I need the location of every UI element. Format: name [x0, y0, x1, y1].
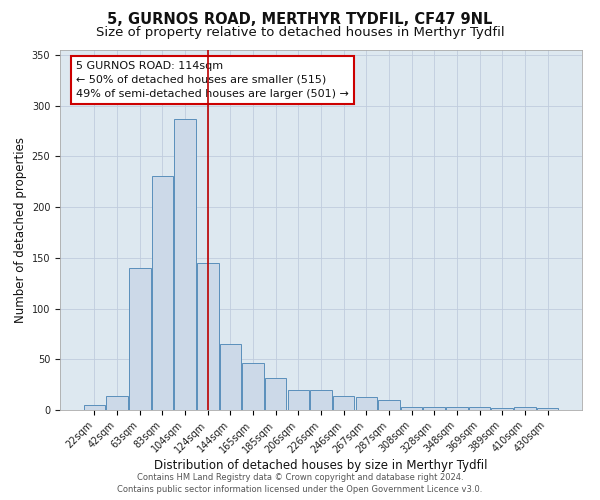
Bar	[197, 263, 218, 410]
Text: 5, GURNOS ROAD, MERTHYR TYDFIL, CF47 9NL: 5, GURNOS ROAD, MERTHYR TYDFIL, CF47 9NL	[107, 12, 493, 28]
Bar	[378, 400, 400, 410]
Text: Contains HM Land Registry data © Crown copyright and database right 2024.
Contai: Contains HM Land Registry data © Crown c…	[118, 473, 482, 494]
Bar	[514, 407, 536, 410]
Bar	[265, 378, 286, 410]
Bar	[356, 397, 377, 410]
Bar	[220, 344, 241, 410]
Bar	[401, 407, 422, 410]
Bar	[84, 405, 105, 410]
Y-axis label: Number of detached properties: Number of detached properties	[14, 137, 28, 323]
Bar	[129, 268, 151, 410]
Bar	[537, 408, 558, 410]
Bar	[152, 176, 173, 410]
Bar	[491, 408, 513, 410]
Bar	[469, 407, 490, 410]
Bar	[446, 407, 467, 410]
Bar	[287, 390, 309, 410]
Bar	[175, 119, 196, 410]
Text: 5 GURNOS ROAD: 114sqm
← 50% of detached houses are smaller (515)
49% of semi-det: 5 GURNOS ROAD: 114sqm ← 50% of detached …	[76, 61, 349, 99]
Bar	[333, 396, 355, 410]
Bar	[424, 407, 445, 410]
Bar	[310, 390, 332, 410]
Bar	[106, 396, 128, 410]
X-axis label: Distribution of detached houses by size in Merthyr Tydfil: Distribution of detached houses by size …	[154, 459, 488, 472]
Text: Size of property relative to detached houses in Merthyr Tydfil: Size of property relative to detached ho…	[95, 26, 505, 39]
Bar	[242, 364, 264, 410]
